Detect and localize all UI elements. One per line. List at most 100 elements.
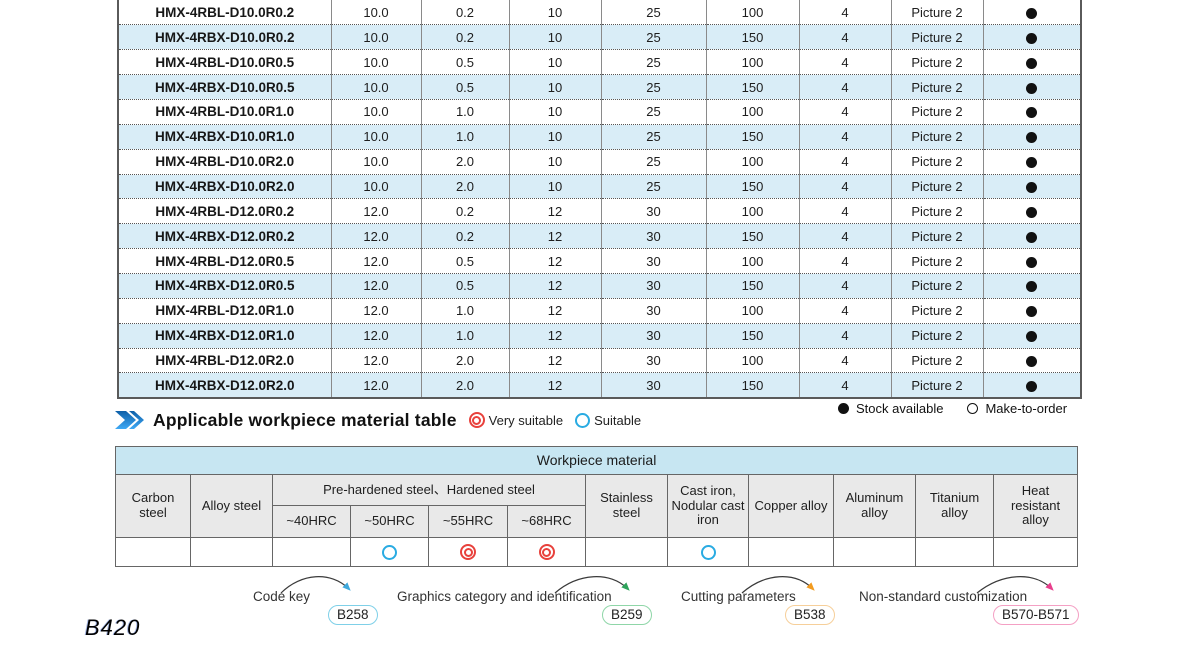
suitable-icon <box>575 412 591 428</box>
model-cell: HMX-4RBX-D10.0R2.0 <box>118 173 331 199</box>
value-cell: 10.0 <box>330 49 421 75</box>
annotation-badge[interactable]: B538 <box>785 605 835 625</box>
table-row: HMX-4RBX-D12.0R1.0 12.0 1.0 12 30 150 4 Picture… <box>118 322 1081 349</box>
table-row: HMX-4RBL-D10.0R0.5 10.0 0.5 10 25 100 4 Picture… <box>118 49 1081 75</box>
value-cell: Picture 2 <box>890 49 983 75</box>
value-cell: 150 <box>705 372 799 398</box>
value-cell: 150 <box>705 74 799 100</box>
value-cell: 30 <box>600 297 706 324</box>
stock-cell <box>982 248 1081 274</box>
stock-cell <box>982 173 1081 199</box>
value-cell: 100 <box>705 347 799 373</box>
col-titanium-alloy: Titanium alloy <box>915 474 994 538</box>
value-cell: 150 <box>705 123 799 150</box>
material-title-row: Workpiece material <box>114 446 1079 475</box>
model-cell: HMX-4RBL-D10.0R0.2 <box>155 4 295 20</box>
stock-available-dot <box>1026 57 1038 69</box>
value-cell: 25 <box>600 173 706 199</box>
annotation-badge[interactable]: B258 <box>328 605 378 625</box>
value-cell: Picture 2 <box>890 98 983 125</box>
value-cell: 1.0 <box>420 98 509 125</box>
suitable-label: Suitable <box>594 412 642 428</box>
model-cell: HMX-4RBX-D12.0R0.2 <box>118 223 331 249</box>
value-cell: Picture 2 <box>890 297 983 324</box>
rating-cell <box>428 537 508 567</box>
stock-available-dot <box>1026 231 1038 243</box>
value-cell: 2.0 <box>420 148 509 175</box>
value-cell: Picture 2 <box>890 74 983 100</box>
stock-available-dot <box>1026 32 1038 44</box>
table-row: HMX-4RBX-D10.0R0.2 10.0 0.2 10 25 150 4 Picture… <box>118 24 1081 50</box>
value-cell: 12.0 <box>330 297 421 324</box>
value-cell: 25 <box>600 98 706 125</box>
value-cell: 30 <box>600 272 706 299</box>
value-cell: 100 <box>705 0 799 25</box>
value-cell: Picture 2 <box>890 173 983 199</box>
value-cell: 4 <box>798 347 891 373</box>
value-cell: 12 <box>508 272 601 299</box>
value-cell: Picture 2 <box>890 0 983 25</box>
value-cell: Picture 2 <box>890 24 983 50</box>
model-cell: HMX-4RBL-D12.0R0.2 <box>118 198 331 224</box>
value-cell: 12 <box>508 297 601 324</box>
value-cell: 4 <box>798 74 891 100</box>
value-cell: 2.0 <box>420 347 509 373</box>
value-cell: 12.0 <box>330 248 421 274</box>
spec-table: HMX-4RBL-D10.0R0.2 10.0 0.2 10 25 100 4 Picture… <box>117 0 1082 399</box>
value-cell: 4 <box>798 372 891 398</box>
table-row: HMX-4RBX-D12.0R2.0 12.0 2.0 12 30 150 4 Picture… <box>118 372 1081 398</box>
model-cell: HMX-4RBX-D10.0R0.5 <box>118 74 331 100</box>
suitability-legend: Very suitable Suitable <box>468 412 649 428</box>
model-cell: HMX-4RBL-D10.0R1.0 <box>118 98 331 125</box>
value-cell: 30 <box>600 223 706 249</box>
value-cell: 25 <box>600 148 706 175</box>
value-cell: 12.0 <box>330 198 421 224</box>
value-cell: 0.5 <box>420 272 509 299</box>
model-cell: HMX-4RBL-D12.0R0.5 <box>118 248 331 274</box>
annotation-badge[interactable]: B570-B571 <box>993 605 1079 625</box>
value-cell: 4 <box>798 0 891 25</box>
stock-available-dot <box>1026 306 1038 318</box>
value-cell: 0.5 <box>420 74 509 100</box>
value-cell: 4 <box>798 198 891 224</box>
value-cell: Picture 2 <box>890 372 983 398</box>
stock-available-dot <box>1026 281 1038 293</box>
material-table-title: Workpiece material <box>114 446 1079 475</box>
curved-arrow-icon <box>741 576 815 594</box>
value-cell: 150 <box>705 24 799 50</box>
stock-legend: Stock available Make-to-order <box>838 401 1067 416</box>
model-cell: HMX-4RBL-D12.0R2.0 <box>118 347 331 373</box>
value-cell: Picture 2 <box>890 347 983 373</box>
annotation-badge[interactable]: B259 <box>602 605 652 625</box>
value-cell: 0.2 <box>420 0 509 25</box>
model-cell: HMX-4RBX-D12.0R1.0 <box>118 322 331 349</box>
material-rating-row <box>115 537 1079 567</box>
value-cell: 25 <box>600 74 706 100</box>
annotation-label: Non-standard customization <box>859 589 1028 604</box>
stock-available-dot <box>1026 182 1038 193</box>
rating-cell <box>585 537 668 567</box>
value-cell: 1.0 <box>420 297 509 324</box>
value-cell: 12.0 <box>330 272 421 299</box>
value-cell: 10 <box>508 148 601 175</box>
stock-cell <box>982 347 1081 373</box>
spec-table-body: HMX-4RBL-D10.0R0.2 10.0 0.2 10 25 100 4 Picture… <box>118 0 1081 398</box>
suitable-icon <box>700 544 716 560</box>
value-cell: 12.0 <box>330 223 421 249</box>
value-cell: 30 <box>600 198 706 224</box>
value-cell: 100 <box>705 297 799 324</box>
value-cell: Picture 2 <box>890 198 983 224</box>
table-row: HMX-4RBX-D10.0R1.0 10.0 1.0 10 25 150 4 Picture… <box>118 123 1081 150</box>
value-cell: Picture 2 <box>890 223 983 249</box>
col-68hrc: ~68HRC <box>507 505 586 538</box>
rating-cell <box>915 537 994 567</box>
value-cell: 0.2 <box>420 198 509 224</box>
stock-available-dot <box>1026 157 1038 169</box>
value-cell: 10.0 <box>330 173 421 199</box>
value-cell: 30 <box>600 372 706 398</box>
model-cell: HMX-4RBL-D10.0R0.5 <box>118 49 331 75</box>
value-cell: 10.0 <box>330 74 421 100</box>
table-row: HMX-4RBX-D10.0R2.0 10.0 2.0 10 25 150 4 Picture… <box>118 173 1081 199</box>
curved-arrow-icon <box>280 576 351 594</box>
